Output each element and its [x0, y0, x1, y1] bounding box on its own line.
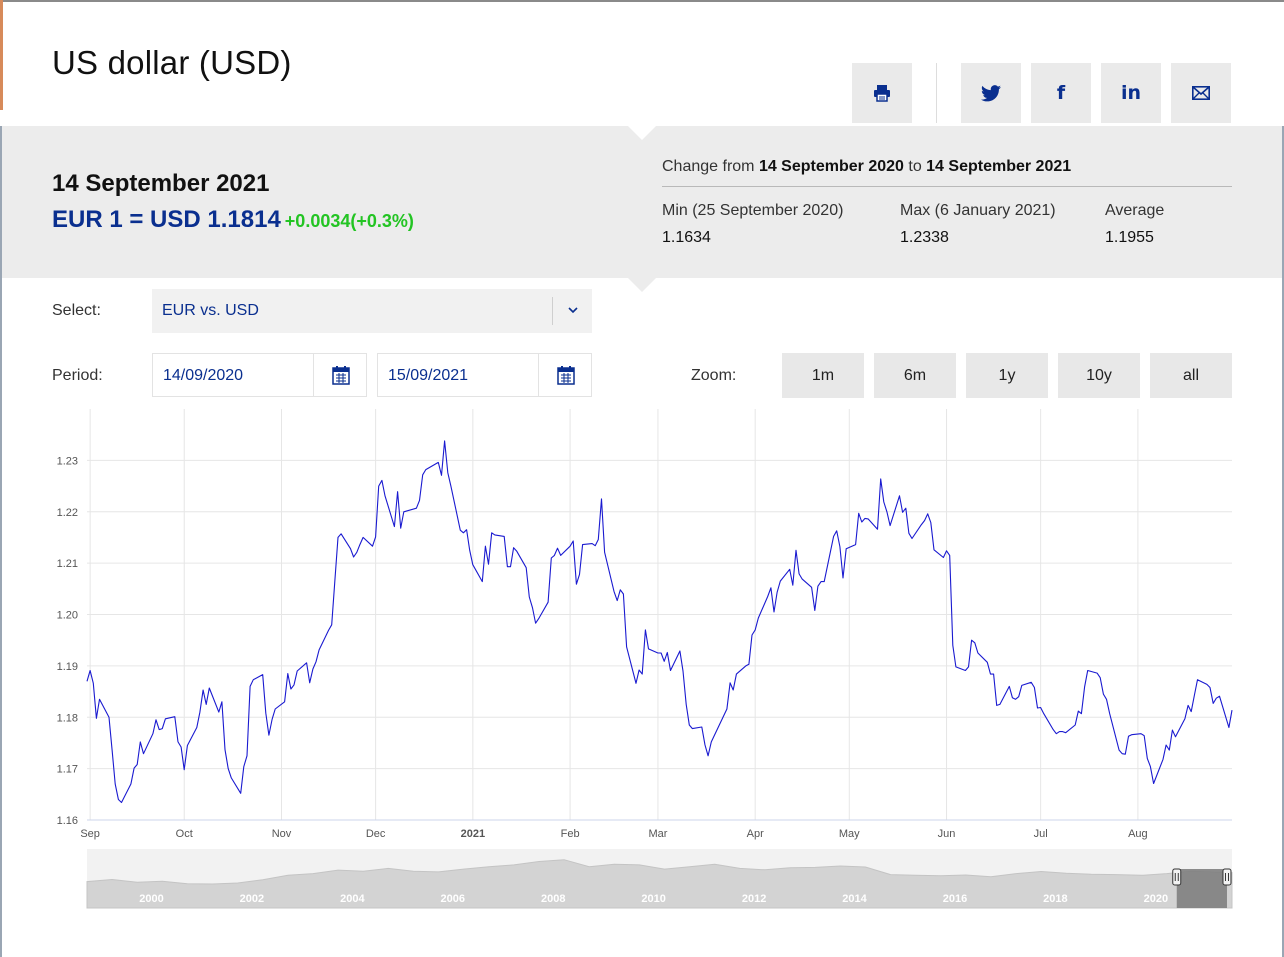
facebook-button[interactable]: f: [1031, 63, 1091, 123]
navigator-area: [86, 859, 1233, 909]
max-label: Max (6 January 2021): [900, 202, 1056, 219]
calendar-icon[interactable]: [557, 366, 575, 385]
facebook-icon: f: [1056, 82, 1066, 104]
zoom-1m-button[interactable]: 1m: [782, 353, 864, 398]
y-tick-label: 1.16: [57, 815, 78, 827]
linkedin-icon: in: [1120, 82, 1142, 104]
y-tick-label: 1.17: [57, 764, 78, 776]
x-tick-label: 2021: [461, 828, 485, 840]
frame-left-border: [0, 126, 2, 957]
period-from-input[interactable]: 14/09/2020: [152, 353, 367, 397]
linkedin-button[interactable]: in: [1101, 63, 1161, 123]
rate-change: +0.0034(+0.3%): [284, 211, 414, 231]
average-value: 1.1955: [1105, 229, 1154, 246]
y-tick-label: 1.20: [57, 610, 78, 622]
navigator-year-label: 2016: [943, 893, 967, 905]
select-divider: [552, 297, 553, 325]
navigator-handle[interactable]: [1222, 868, 1232, 886]
navigator-year-label: 2004: [340, 893, 365, 905]
period-from-value: 14/09/2020: [163, 367, 244, 384]
print-icon: [874, 85, 890, 102]
navigator-year-label: 2010: [641, 893, 665, 905]
navigator-year-label: 2000: [139, 893, 163, 905]
navigator-year-label: 2020: [1144, 893, 1168, 905]
navigator-year-label: 2002: [240, 893, 264, 905]
x-tick-label: Mar: [648, 828, 667, 840]
currency-pair-value: EUR vs. USD: [162, 302, 259, 319]
max-value: 1.2338: [900, 229, 949, 246]
change-range-header: Change from 14 September 2020 to 14 Sept…: [662, 158, 1071, 176]
top-border: [0, 0, 1284, 2]
page-title: US dollar (USD): [52, 44, 292, 81]
x-tick-label: Sep: [80, 828, 100, 840]
page-edge-accent: [0, 0, 3, 110]
currency-pair-select[interactable]: EUR vs. USD: [152, 289, 592, 333]
navigator-year-label: 2008: [541, 893, 565, 905]
change-to-word: to: [903, 158, 927, 175]
navigator-year-label: 2018: [1043, 893, 1067, 905]
exchange-rate-chart[interactable]: 1.16 1.17 1.18 1.19 1.20 1.21 1.22 1.23 Sep Oct No…: [0, 405, 1284, 915]
period-to-input[interactable]: 15/09/2021: [377, 353, 592, 397]
navigator-selection: [1176, 869, 1227, 908]
print-button[interactable]: [852, 63, 912, 123]
period-to-value: 15/09/2021: [388, 367, 469, 384]
panel-notch-top: [628, 126, 656, 140]
twitter-button[interactable]: [961, 63, 1021, 123]
select-label: Select:: [52, 302, 101, 319]
date-divider: [313, 354, 314, 396]
min-value: 1.1634: [662, 229, 711, 246]
min-label: Min (25 September 2020): [662, 202, 844, 219]
x-tick-label: May: [839, 828, 860, 840]
navigator-year-label: 2012: [742, 893, 766, 905]
email-icon: [1192, 86, 1210, 100]
calendar-icon[interactable]: [332, 366, 350, 385]
y-tick-label: 1.18: [57, 712, 78, 724]
chevron-down-icon: [568, 307, 578, 314]
zoom-1y-button[interactable]: 1y: [966, 353, 1048, 398]
x-tick-label: Nov: [272, 828, 292, 840]
y-tick-label: 1.23: [57, 455, 78, 467]
date-divider: [538, 354, 539, 396]
rate-display: EUR 1 = USD 1.1814 +0.0034(+0.3%): [52, 206, 414, 234]
navigator-year-label: 2006: [441, 893, 465, 905]
zoom-6m-button[interactable]: 6m: [874, 353, 956, 398]
share-divider: [936, 63, 937, 123]
twitter-icon: [981, 84, 1001, 101]
email-button[interactable]: [1171, 63, 1231, 123]
zoom-10y-button[interactable]: 10y: [1058, 353, 1140, 398]
x-tick-label: Aug: [1128, 828, 1148, 840]
y-tick-label: 1.21: [57, 558, 78, 570]
frame-right-border: [1282, 126, 1284, 957]
navigator-year-label: 2014: [842, 893, 867, 905]
x-tick-label: Jun: [938, 828, 956, 840]
series-line: [86, 440, 1233, 804]
x-tick-label: Apr: [747, 828, 764, 840]
y-tick-label: 1.22: [57, 507, 78, 519]
x-tick-label: Jul: [1034, 828, 1048, 840]
average-label: Average: [1105, 202, 1165, 219]
zoom-all-button[interactable]: all: [1150, 353, 1232, 398]
navigator-handle[interactable]: [1172, 868, 1182, 886]
rate-value: EUR 1 = USD 1.1814: [52, 206, 281, 233]
period-label: Period:: [52, 367, 103, 384]
change-divider: [662, 186, 1232, 187]
zoom-label: Zoom:: [691, 367, 737, 384]
y-tick-label: 1.19: [57, 661, 78, 673]
x-tick-label: Oct: [176, 828, 193, 840]
summary-panel: [2, 126, 1282, 278]
panel-notch-bottom: [628, 278, 656, 292]
change-to-date: 14 September 2021: [926, 158, 1072, 175]
change-prefix: Change from: [662, 158, 759, 175]
change-from-date: 14 September 2020: [758, 158, 904, 175]
rate-date: 14 September 2021: [52, 170, 270, 197]
x-tick-label: Dec: [366, 828, 386, 840]
x-tick-label: Feb: [561, 828, 580, 840]
